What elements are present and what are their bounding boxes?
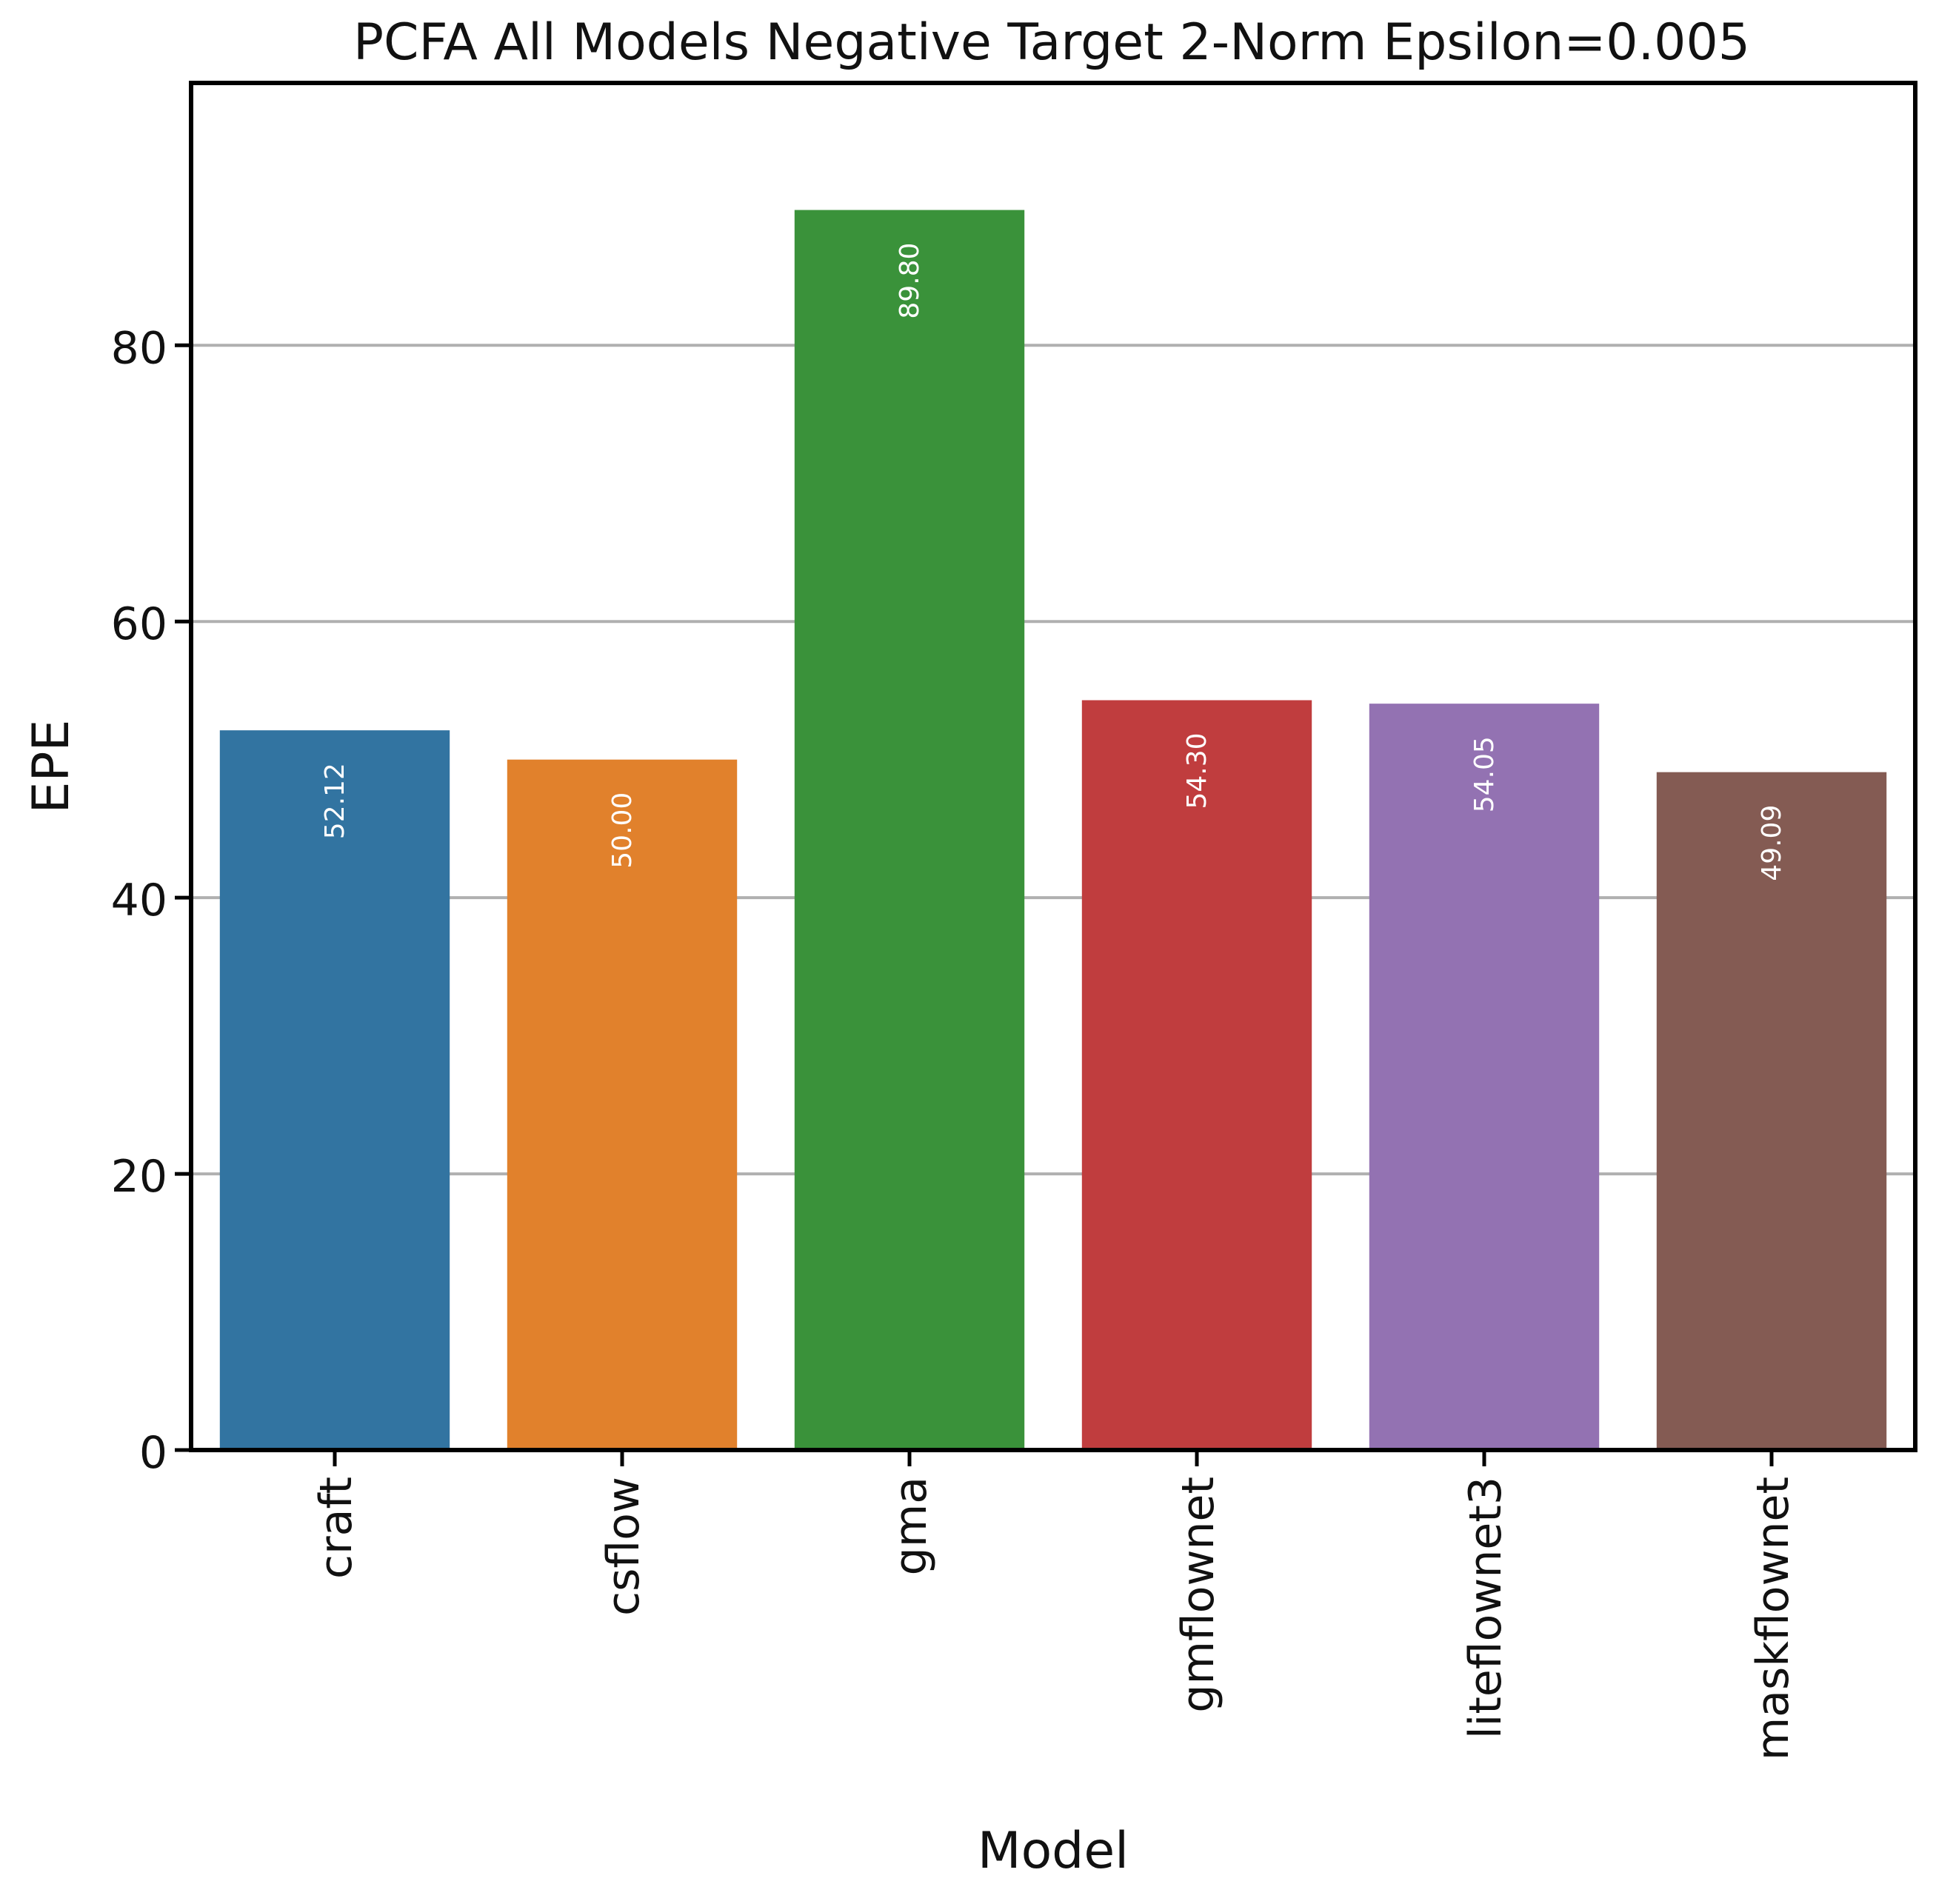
x-tick-label-gma: gma: [885, 1477, 937, 1575]
bar-maskflownet: [1656, 772, 1887, 1450]
x-tick-label-maskflownet: maskflownet: [1747, 1477, 1799, 1760]
y-tick-label-20: 20: [111, 1151, 167, 1203]
gridlines: [191, 344, 1915, 1176]
x-tick-label-csflow: csflow: [598, 1477, 650, 1616]
data-label-csflow: 50.00: [607, 792, 638, 869]
bar-csflow: [507, 759, 738, 1450]
data-labels: 52.12 50.00 89.80 54.30 54.05 49.09: [320, 243, 1787, 881]
bar-liteflownet3: [1369, 704, 1600, 1450]
bar-craft: [219, 730, 450, 1450]
chart-title: PCFA All Models Negative Target 2-Norm E…: [353, 13, 1750, 72]
plot-frame: [189, 81, 1917, 1452]
x-tick-label-liteflownet3: liteflownet3: [1460, 1477, 1512, 1739]
x-tick-label-gmflownet: gmflownet: [1172, 1477, 1224, 1713]
data-label-gma: 89.80: [895, 243, 925, 319]
data-label-craft: 52.12: [320, 763, 350, 839]
y-tick-label-40: 40: [111, 875, 167, 926]
bar-series: [219, 210, 1887, 1450]
data-label-maskflownet: 49.09: [1757, 805, 1787, 881]
y-axis: 0 20 40 60 80: [111, 322, 191, 1479]
y-axis-label: EPE: [22, 720, 81, 814]
y-tick-label-80: 80: [111, 322, 167, 374]
x-axis: craft csflow gma gmflownet liteflownet3 maskf…: [310, 1450, 1799, 1760]
x-tick-label-craft: craft: [310, 1477, 362, 1579]
data-label-liteflownet3: 54.05: [1469, 736, 1500, 812]
data-label-gmflownet: 54.30: [1182, 732, 1212, 809]
bar-gma: [794, 210, 1025, 1450]
bar-gmflownet: [1081, 700, 1312, 1450]
y-tick-label-0: 0: [139, 1427, 167, 1479]
y-tick-label-60: 60: [111, 598, 167, 650]
x-axis-label: Model: [978, 1822, 1129, 1880]
